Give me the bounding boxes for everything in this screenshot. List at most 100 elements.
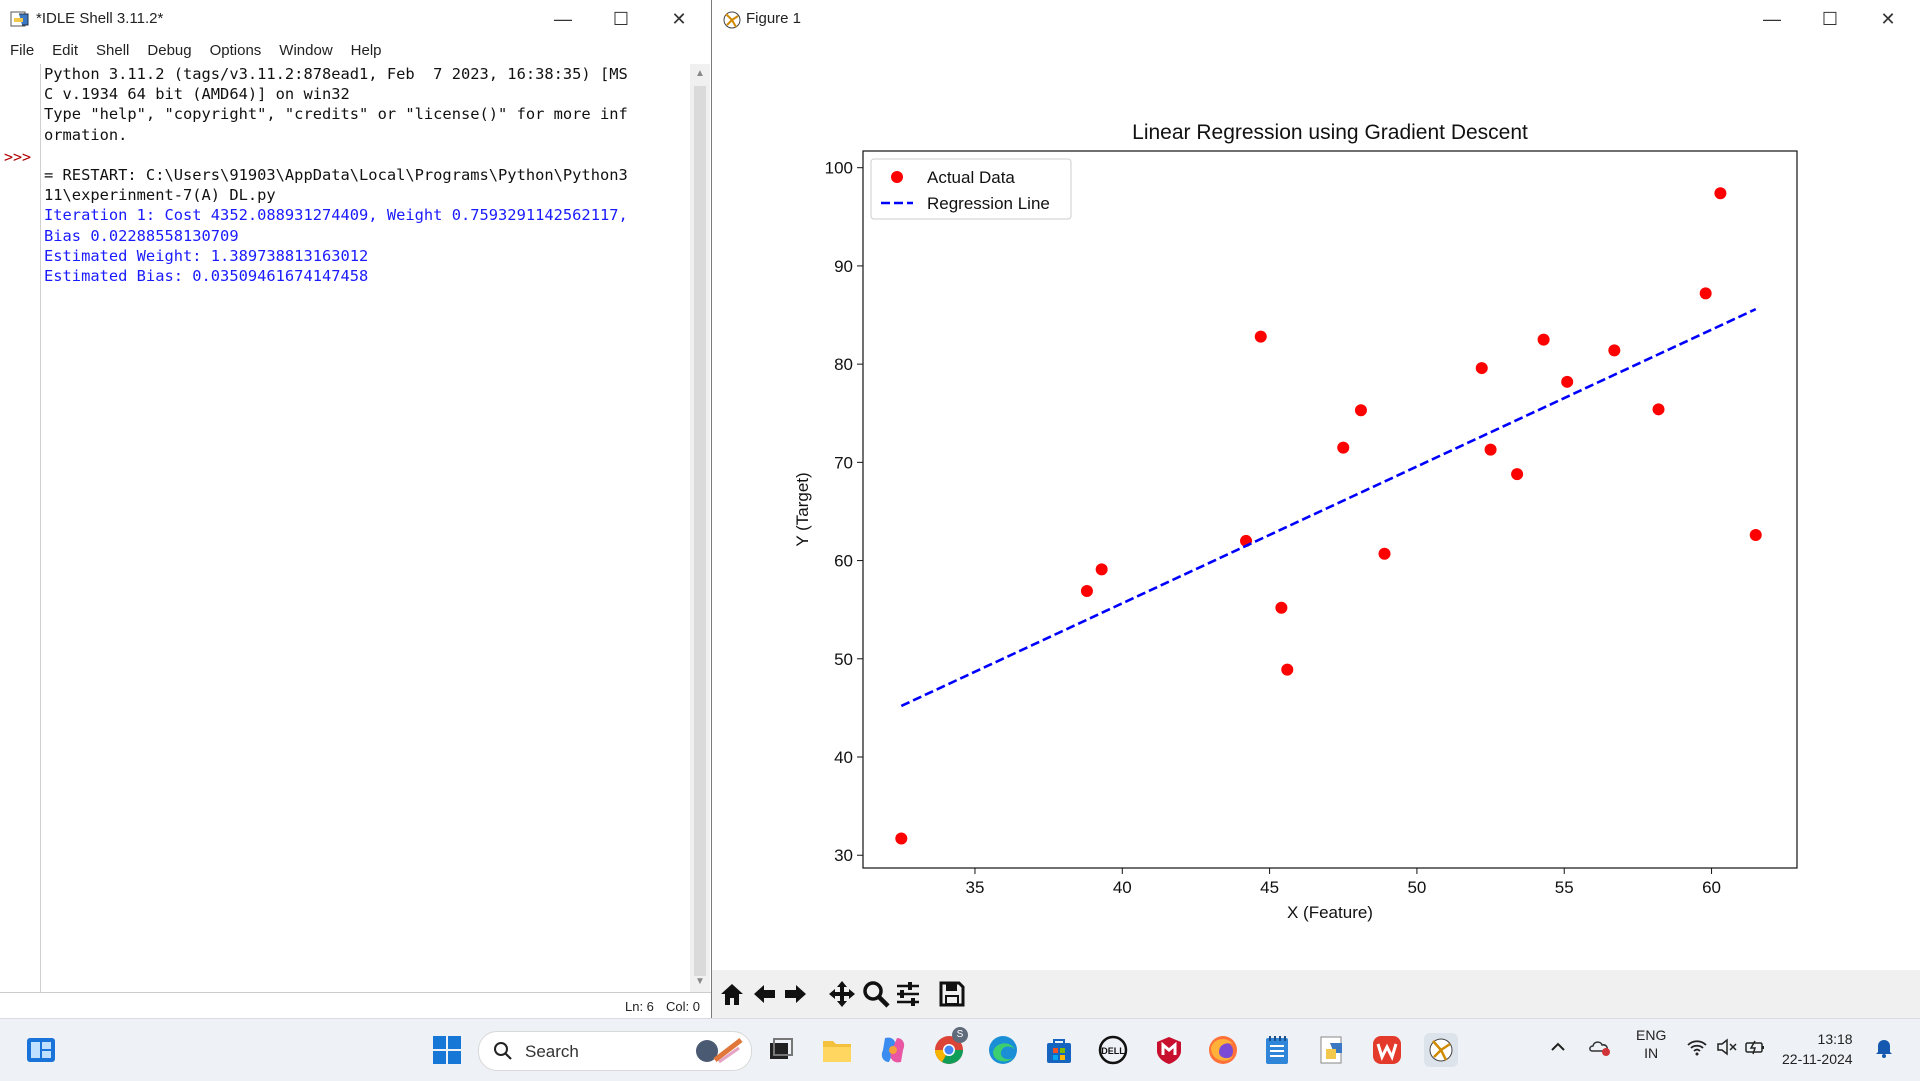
output-line	[44, 145, 684, 165]
scroll-down-icon[interactable]: ▼	[695, 976, 705, 987]
volume-muted-icon[interactable]	[1716, 1037, 1738, 1060]
microsoft-store-icon[interactable]	[1042, 1033, 1076, 1067]
forward-icon[interactable]	[782, 980, 810, 1008]
output-line: Bias 0.02288558130709	[44, 226, 239, 245]
data-point	[1281, 663, 1294, 676]
idle-titlebar: *IDLE Shell 3.11.2* — ☐ ✕	[0, 0, 711, 38]
matplotlib-figure-taskbar-icon[interactable]	[1424, 1033, 1458, 1067]
taskbar-search-box[interactable]: Search	[478, 1031, 752, 1071]
y-tick-label: 60	[834, 552, 853, 571]
output-line: Estimated Bias: 0.03509461674147458	[44, 267, 369, 286]
legend-box	[870, 158, 1072, 220]
figure-window: Figure 1 — ☐ ✕ Linear Regression using G…	[712, 0, 1920, 1018]
menu-edit[interactable]: Edit	[52, 42, 79, 59]
show-hidden-icons-icon[interactable]	[1548, 1037, 1568, 1060]
language-code: ENG	[1636, 1027, 1667, 1043]
clock-time: 13:18	[1817, 1031, 1853, 1047]
task-view-icon[interactable]	[764, 1033, 798, 1067]
y-tick-label: 40	[834, 748, 853, 767]
legend-label-regression-line: Regression Line	[927, 194, 1050, 213]
y-tick-label: 50	[834, 650, 853, 669]
wps-office-icon[interactable]	[1370, 1033, 1404, 1067]
firefox-icon[interactable]	[1206, 1033, 1240, 1067]
zoom-icon[interactable]	[862, 980, 890, 1008]
status-column: Col: 0	[666, 999, 700, 1014]
mcafee-icon[interactable]	[1152, 1033, 1186, 1067]
search-icon	[494, 1042, 512, 1060]
notification-bell-icon[interactable]	[1874, 1037, 1894, 1062]
menu-window[interactable]: Window	[279, 42, 333, 59]
scroll-thumb[interactable]	[694, 86, 706, 976]
menu-options[interactable]: Options	[209, 42, 262, 59]
search-label: Search	[525, 1042, 579, 1061]
svg-text:DELL: DELL	[1101, 1046, 1125, 1056]
y-axis-label: Y (Target)	[793, 472, 812, 546]
figure-close-button[interactable]: ✕	[1880, 8, 1896, 29]
data-point	[895, 832, 908, 845]
configure-icon[interactable]	[894, 980, 922, 1008]
menu-file[interactable]: File	[10, 42, 35, 59]
data-point	[1652, 403, 1665, 416]
x-tick-label: 45	[1260, 878, 1279, 897]
x-tick-label: 60	[1702, 878, 1721, 897]
chrome-icon[interactable]: S	[932, 1027, 968, 1067]
maximize-button[interactable]: ☐	[612, 8, 630, 29]
data-point	[1475, 362, 1488, 375]
figure-minimize-button[interactable]: —	[1763, 8, 1781, 29]
figure-maximize-button[interactable]: ☐	[1821, 8, 1839, 29]
python-idle-icon[interactable]	[1316, 1033, 1350, 1067]
output-line: = RESTART: C:\Users\91903\AppData\Local\…	[44, 166, 628, 184]
back-icon[interactable]	[750, 980, 778, 1008]
save-icon[interactable]	[938, 980, 966, 1008]
widgets-icon[interactable]	[24, 1033, 58, 1067]
notepad-icon[interactable]	[1260, 1033, 1294, 1067]
idle-window: *IDLE Shell 3.11.2* — ☐ ✕ File Edit Shel…	[0, 0, 712, 1018]
idle-window-title: *IDLE Shell 3.11.2*	[36, 10, 164, 27]
minimize-button[interactable]: —	[554, 8, 572, 29]
menu-shell[interactable]: Shell	[96, 42, 130, 59]
data-point	[1080, 585, 1093, 598]
regression-line	[900, 307, 1757, 708]
onedrive-icon[interactable]	[1588, 1037, 1612, 1060]
edge-icon[interactable]	[986, 1033, 1020, 1067]
close-button[interactable]: ✕	[671, 8, 687, 29]
home-icon[interactable]	[718, 980, 746, 1008]
data-point	[1511, 468, 1524, 481]
clock-date: 22-11-2024	[1782, 1051, 1853, 1067]
data-point	[1699, 287, 1712, 300]
dell-icon[interactable]: DELL	[1096, 1033, 1130, 1067]
x-tick-label: 40	[1113, 878, 1132, 897]
output-line: Python 3.11.2 (tags/v3.11.2:878ead1, Feb…	[44, 65, 628, 83]
scroll-up-icon[interactable]: ▲	[695, 68, 705, 79]
pan-icon[interactable]	[828, 980, 856, 1008]
menu-help[interactable]: Help	[350, 42, 382, 59]
clock[interactable]: 13:18 22-11-2024	[1782, 1031, 1853, 1067]
data-point	[1275, 601, 1288, 614]
x-tick-label: 35	[966, 878, 985, 897]
output-line: Type "help", "copyright", "credits" or "…	[44, 105, 628, 124]
start-button-icon[interactable]	[430, 1033, 464, 1067]
copilot-icon[interactable]	[876, 1033, 910, 1067]
y-tick-label: 100	[825, 159, 853, 178]
vertical-scrollbar[interactable]: ▲ ▼	[690, 64, 710, 992]
data-point	[1378, 547, 1391, 560]
language-indicator[interactable]: ENG IN	[1636, 1027, 1666, 1061]
data-point	[1484, 443, 1497, 456]
battery-icon[interactable]	[1744, 1037, 1766, 1060]
wifi-icon[interactable]	[1686, 1037, 1708, 1060]
output-line: C v.1934 64 bit (AMD64)] on win32	[44, 85, 350, 104]
x-axis-label: X (Feature)	[1287, 903, 1373, 922]
menu-bar: File Edit Shell Debug Options Window Hel…	[0, 38, 711, 62]
plot-frame	[862, 150, 1798, 869]
menu-debug[interactable]: Debug	[147, 42, 192, 59]
data-point	[1337, 441, 1350, 454]
file-explorer-icon[interactable]	[820, 1033, 854, 1067]
output-line: 11\experinment-7(A) DL.py	[44, 186, 276, 205]
data-point	[1354, 404, 1367, 417]
legend-label-actual-data: Actual Data	[927, 168, 1015, 187]
chart-canvas: Linear Regression using Gradient Descent…	[793, 121, 1798, 922]
chart-title: Linear Regression using Gradient Descent	[1132, 121, 1528, 144]
search-highlight-icon	[696, 1038, 743, 1064]
shell-text-area[interactable]: Python 3.11.2 (tags/v3.11.2:878ead1, Feb…	[44, 64, 684, 992]
y-tick-label: 80	[834, 355, 853, 374]
